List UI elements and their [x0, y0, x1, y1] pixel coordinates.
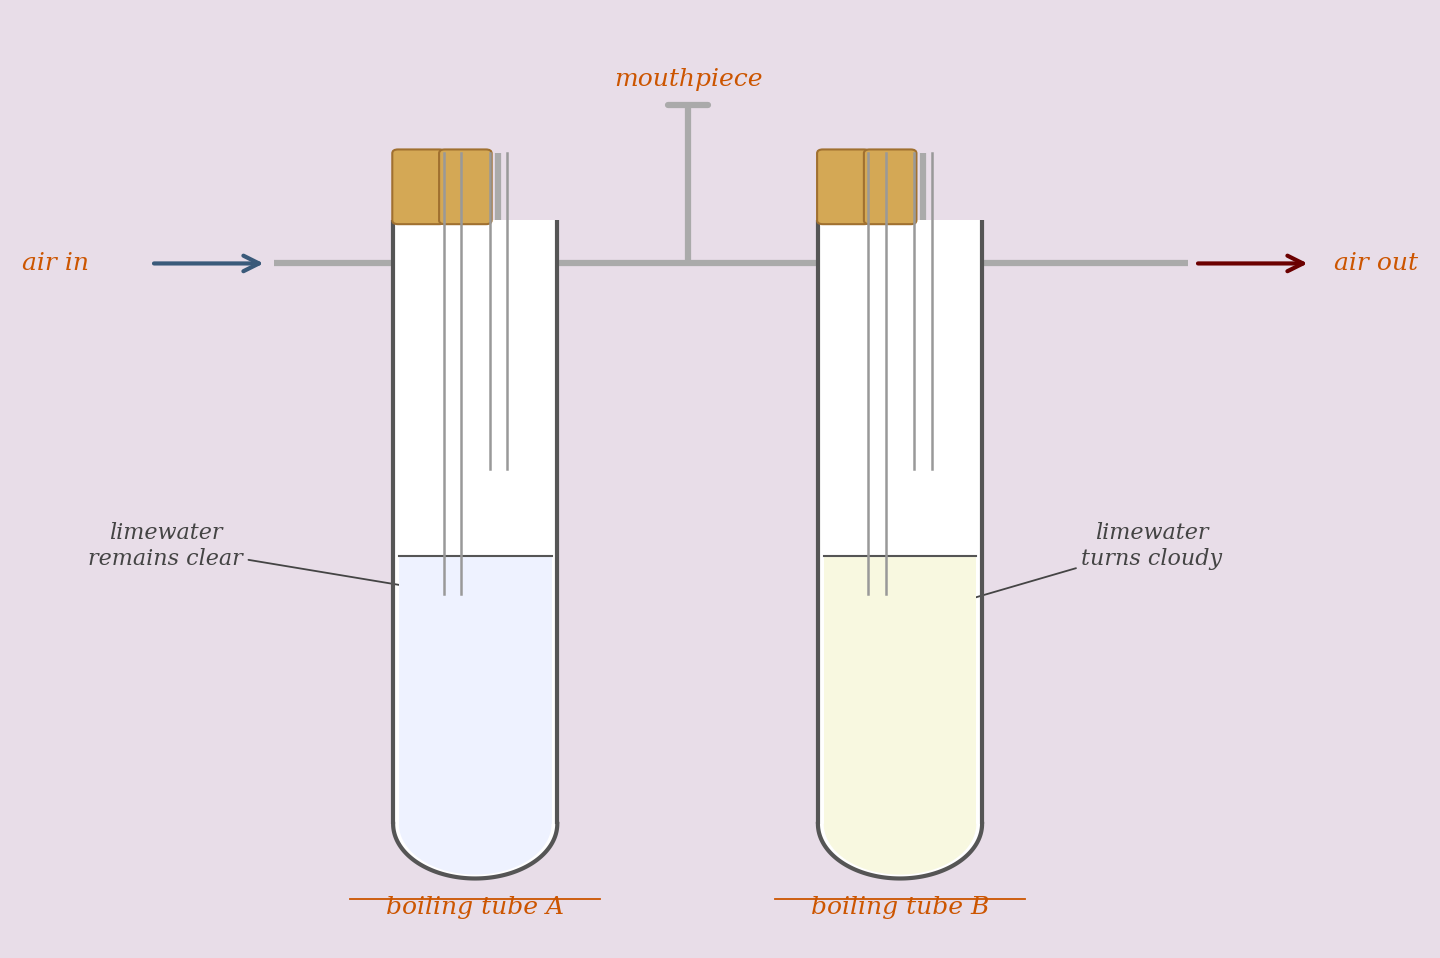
Polygon shape — [393, 220, 557, 824]
Polygon shape — [818, 220, 982, 824]
FancyBboxPatch shape — [439, 149, 491, 224]
FancyBboxPatch shape — [816, 149, 870, 224]
Polygon shape — [393, 824, 557, 878]
Polygon shape — [399, 556, 552, 824]
Text: air out: air out — [1335, 252, 1418, 275]
Text: boiling tube B: boiling tube B — [811, 896, 989, 919]
Polygon shape — [824, 556, 976, 824]
FancyBboxPatch shape — [864, 149, 916, 224]
FancyBboxPatch shape — [392, 149, 445, 224]
Text: boiling tube A: boiling tube A — [386, 896, 564, 919]
Text: air in: air in — [22, 252, 89, 275]
Text: limewater
remains clear: limewater remains clear — [88, 522, 451, 594]
Polygon shape — [824, 824, 976, 875]
Text: mouthpiece: mouthpiece — [613, 68, 763, 91]
Polygon shape — [399, 824, 552, 875]
Text: limewater
turns cloudy: limewater turns cloudy — [924, 522, 1223, 612]
Polygon shape — [818, 824, 982, 878]
